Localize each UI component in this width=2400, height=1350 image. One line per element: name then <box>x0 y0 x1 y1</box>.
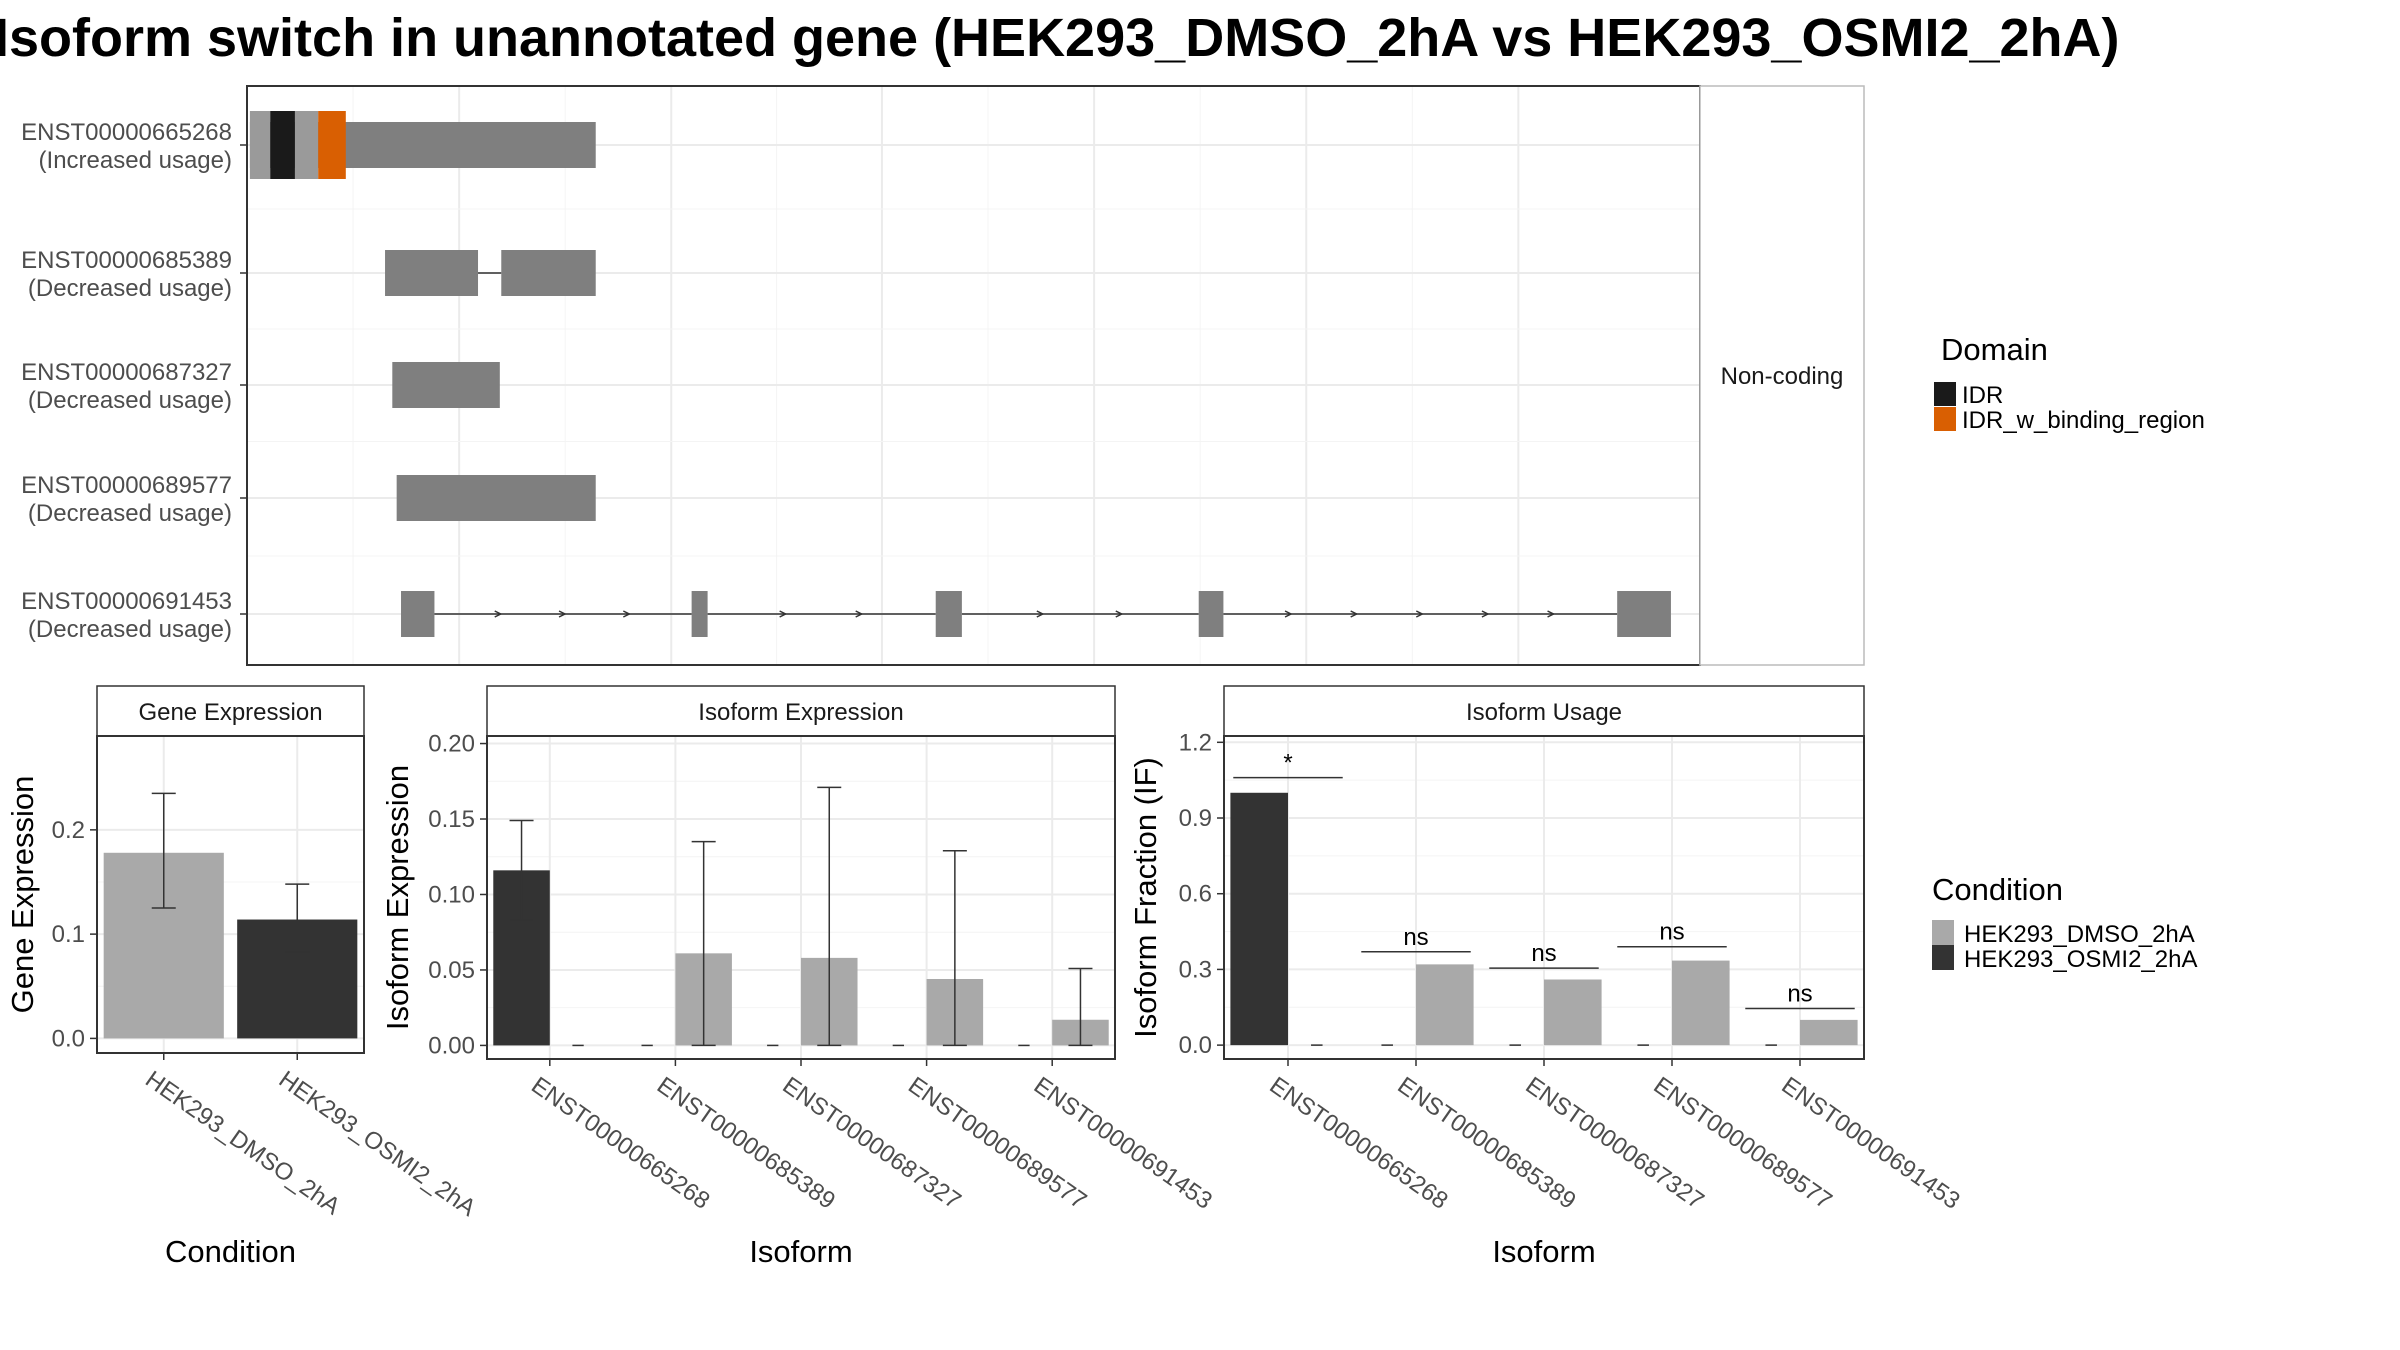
isoform-usage-strip <box>1223 685 1865 737</box>
exon-block <box>396 475 596 521</box>
transcript-id-label: ENST00000665268 <box>21 119 232 146</box>
intron-arrow <box>1284 610 1293 618</box>
gene-expression-y-axis-title: Gene Expression <box>5 776 40 1014</box>
isoform-usage-y-tick-label: 0.9 <box>1179 805 1212 832</box>
exon-block <box>385 250 479 296</box>
transcript-usage-label: (Decreased usage) <box>28 387 232 414</box>
transcript-usage-label: (Decreased usage) <box>28 616 232 643</box>
domain-legend-key-idr <box>1934 382 1956 406</box>
intron-arrow <box>494 610 503 618</box>
structure-facet-strip <box>1699 85 1865 666</box>
transcript-id-label: ENST00000687327 <box>21 359 232 386</box>
exon-block <box>691 591 708 637</box>
domain-block <box>318 111 346 179</box>
isoform-expression-y-axis-title: Isoform Expression <box>380 765 415 1030</box>
intron-arrow <box>558 610 567 618</box>
exon-block <box>935 591 962 637</box>
gene-expression-y-tick-label: 0.0 <box>52 1025 85 1052</box>
gene-expression-border <box>96 735 365 1054</box>
isoform-usage-bar <box>1800 1019 1858 1046</box>
isoform-expression-y-tick-label: 0.15 <box>428 806 475 833</box>
gene-expression-strip-label: Gene Expression <box>138 699 322 726</box>
exon-block <box>501 250 596 296</box>
isoform-usage-y-tick-label: 1.2 <box>1179 729 1212 756</box>
intron-arrow <box>1350 610 1359 618</box>
condition-legend-label: HEK293_OSMI2_2hA <box>1964 946 2197 973</box>
domain-block <box>270 111 295 179</box>
gene-expression-x-axis-title: Condition <box>165 1234 296 1269</box>
exon-block <box>392 362 500 408</box>
isoform-usage-sig-label: ns <box>1787 981 1812 1008</box>
structure-facet-label: Non-coding <box>1721 363 1844 390</box>
condition-legend-key-osmi2 <box>1932 945 1954 970</box>
transcript-usage-label: (Decreased usage) <box>28 275 232 302</box>
isoform-usage-bar <box>1416 964 1474 1046</box>
isoform-expression-strip <box>486 685 1116 737</box>
isoform-usage-x-axis-title: Isoform <box>1492 1234 1595 1269</box>
exon-block <box>1198 591 1224 637</box>
isoform-usage-y-tick-label: 0.6 <box>1179 881 1212 908</box>
exon-block <box>1617 591 1671 637</box>
isoform-usage-bar <box>1672 960 1730 1046</box>
transcript-id-label: ENST00000689577 <box>21 472 232 499</box>
isoform-usage-sig-label: ns <box>1531 940 1556 967</box>
intron-arrow <box>1036 610 1045 618</box>
intron-arrow <box>1547 610 1556 618</box>
isoform-expression-y-tick-label: 0.10 <box>428 881 475 908</box>
intron-arrow <box>1481 610 1490 618</box>
isoform-usage-strip-label: Isoform Usage <box>1466 699 1622 726</box>
isoform-expression-strip-label: Isoform Expression <box>698 699 903 726</box>
isoform-usage-y-axis-title: Isoform Fraction (IF) <box>1128 757 1163 1038</box>
isoform-expression-x-axis-title: Isoform <box>749 1234 852 1269</box>
gene-expression-y-tick-label: 0.2 <box>52 817 85 844</box>
isoform-expression-y-tick-label: 0.05 <box>428 957 475 984</box>
gene-expression-strip <box>96 685 365 737</box>
exon-block <box>401 591 435 637</box>
isoform-expression-y-tick-label: 0.20 <box>428 731 475 758</box>
isoform-usage-y-tick-label: 0.3 <box>1179 956 1212 983</box>
domain-block <box>294 111 319 179</box>
intron-arrow <box>1415 610 1424 618</box>
isoform-expression-y-tick-label: 0.00 <box>428 1032 475 1059</box>
intron-arrow <box>779 610 788 618</box>
gene-expression-y-tick-label: 0.1 <box>52 921 85 948</box>
isoform-usage-sig-label: ns <box>1403 924 1428 951</box>
condition-legend-label: HEK293_DMSO_2hA <box>1964 921 2195 948</box>
domain-legend-title: Domain <box>1941 332 2048 367</box>
condition-legend-title: Condition <box>1932 872 2063 907</box>
intron-arrow <box>1115 610 1124 618</box>
chart-title: Isoform switch in unannotated gene (HEK2… <box>0 8 2120 68</box>
domain-block <box>249 111 271 179</box>
isoform-usage-bar <box>1230 792 1288 1046</box>
isoform-usage-sig-label: ns <box>1659 919 1684 946</box>
transcript-id-label: ENST00000691453 <box>21 588 232 615</box>
isoform-usage-y-tick-label: 0.0 <box>1179 1032 1212 1059</box>
transcript-id-label: ENST00000685389 <box>21 247 232 274</box>
isoform-usage-sig-label: * <box>1283 750 1292 777</box>
intron-arrow <box>855 610 864 618</box>
transcript-usage-label: (Decreased usage) <box>28 500 232 527</box>
transcript-usage-label: (Increased usage) <box>39 147 232 174</box>
domain-legend-key-binding <box>1934 407 1956 431</box>
chart-layer: ENST00000665268(Increased usage) ENST0000… <box>5 85 2205 1269</box>
intron-arrow <box>622 610 632 618</box>
condition-legend-key-dmso <box>1932 920 1954 945</box>
domain-legend-label: IDR <box>1962 382 2003 409</box>
domain-legend-label: IDR_w_binding_region <box>1962 407 2205 434</box>
isoform-usage-bar <box>1544 979 1602 1046</box>
